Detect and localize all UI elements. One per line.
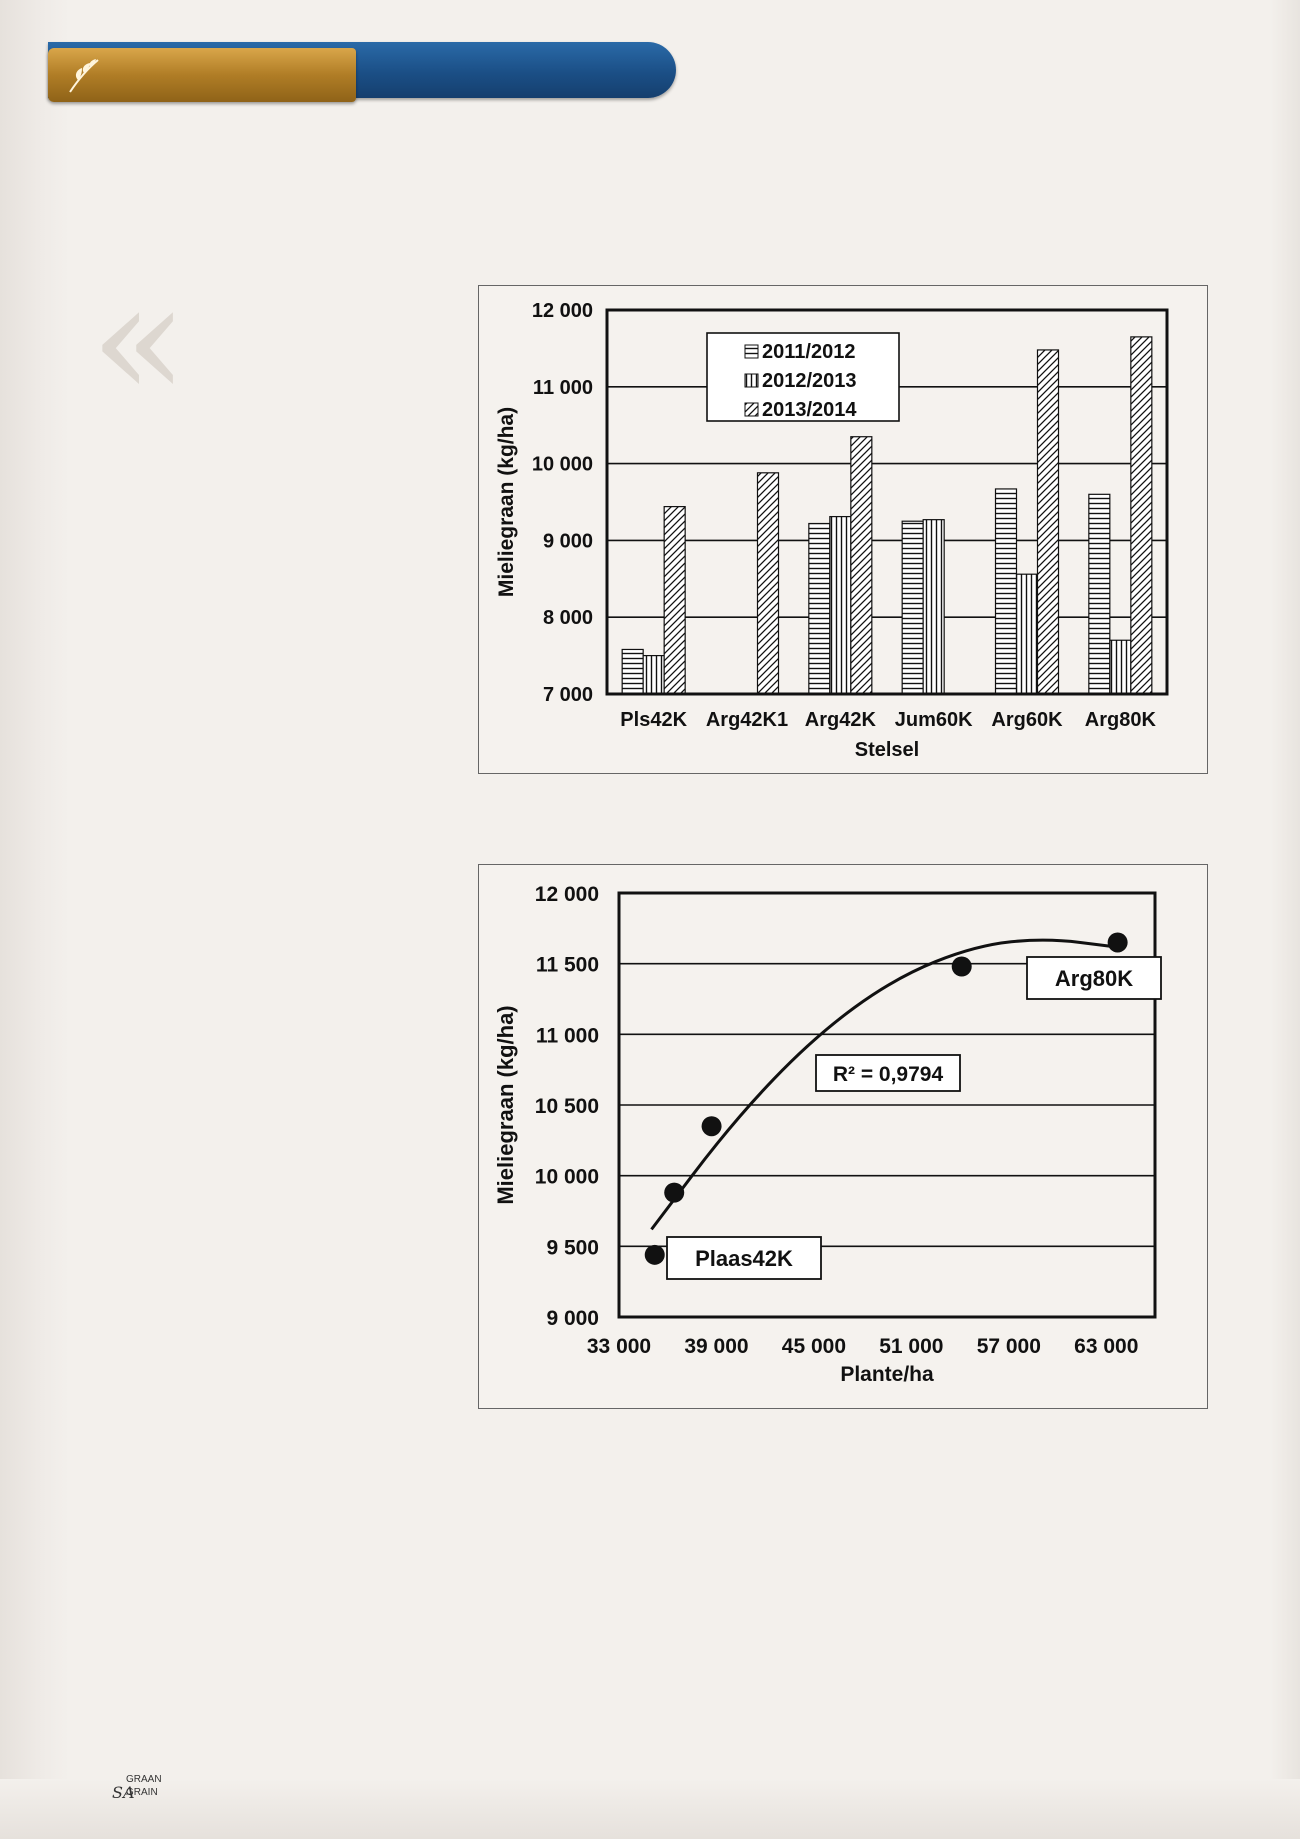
y-tick-label: 10 000 bbox=[532, 454, 593, 476]
legend-label: 2012/2013 bbox=[762, 370, 857, 392]
legend-box bbox=[706, 332, 900, 422]
bar bbox=[663, 506, 686, 695]
legend-swatch bbox=[744, 344, 759, 359]
annotation-label: R² = 0,9794 bbox=[833, 1063, 944, 1086]
legend-label: 2013/2014 bbox=[762, 399, 857, 421]
y-tick-label: 9 500 bbox=[546, 1236, 599, 1259]
bar bbox=[922, 519, 945, 695]
y-tick-label: 11 000 bbox=[533, 377, 593, 399]
annotation-box bbox=[666, 1236, 822, 1280]
bar bbox=[850, 436, 873, 695]
bar-chart-frame: 7 000 8 000 9 000 10 000 11 000 12 000 Pls42K… bbox=[478, 285, 1208, 774]
plot-area-border bbox=[617, 891, 1157, 1319]
wheat-logo-icon bbox=[69, 59, 99, 93]
y-tick-label: 10 500 bbox=[535, 1095, 599, 1118]
x-tick-label: 45 000 bbox=[782, 1335, 846, 1358]
data-point bbox=[644, 1244, 665, 1265]
data-point bbox=[951, 956, 972, 977]
x-tick-label: 57 000 bbox=[977, 1335, 1041, 1358]
footer-grain: GRAIN bbox=[126, 1787, 158, 1798]
x-tick-label: 51 000 bbox=[879, 1335, 943, 1358]
annotation-label: Arg80K bbox=[1055, 966, 1133, 991]
plot-area-border bbox=[605, 308, 1169, 696]
annotation-box bbox=[815, 1054, 961, 1092]
legend-label: 2011/2012 bbox=[762, 341, 855, 363]
x-axis-label: Plante/ha bbox=[840, 1363, 934, 1386]
y-tick-label: 8 000 bbox=[543, 607, 593, 629]
x-tick-label: Jum60K bbox=[895, 709, 973, 731]
legend: 2011/2012 2012/2013 2013/2014 bbox=[706, 332, 900, 422]
x-tick-label: Pls42K bbox=[620, 709, 687, 731]
x-axis-label: Stelsel bbox=[855, 739, 919, 761]
page-edge-bottom bbox=[0, 1779, 1300, 1839]
legend-swatch bbox=[744, 373, 759, 388]
bar bbox=[1036, 349, 1060, 695]
bar bbox=[901, 520, 924, 695]
x-tick-label: 33 000 bbox=[587, 1335, 651, 1358]
x-tick-label: Arg80K bbox=[1085, 709, 1157, 731]
y-tick-label: 12 000 bbox=[532, 300, 593, 322]
x-tick-label: Arg42K1 bbox=[706, 709, 788, 731]
annotation-label: Plaas42K bbox=[695, 1246, 793, 1271]
x-tick-label: Arg42K bbox=[805, 709, 877, 731]
bar bbox=[829, 515, 852, 695]
scatter-chart-frame: 9 000 9 500 10 000 10 500 11 000 11 500 12 000… bbox=[478, 864, 1208, 1409]
annotation-box bbox=[1026, 956, 1162, 1000]
bar bbox=[642, 655, 665, 695]
data-point bbox=[701, 1116, 722, 1137]
sa-graan-logo: SA GRAAN GRAIN bbox=[112, 1774, 182, 1804]
y-tick-label: 9 000 bbox=[543, 530, 593, 552]
y-tick-label: 7 000 bbox=[543, 684, 593, 706]
footer-graan: GRAAN bbox=[126, 1774, 162, 1785]
bar-chart: 7 000 8 000 9 000 10 000 11 000 12 000 Pls42K… bbox=[495, 300, 1169, 761]
trendline bbox=[650, 938, 1115, 1231]
bar bbox=[994, 488, 1018, 695]
scatter-chart: 9 000 9 500 10 000 10 500 11 000 11 500 12 000… bbox=[493, 883, 1162, 1386]
y-axis-label: Mieliegraan (kg/ha) bbox=[493, 1005, 518, 1204]
legend-swatch bbox=[744, 402, 759, 417]
page-edge-left bbox=[0, 0, 70, 1839]
x-tick-label: 63 000 bbox=[1074, 1335, 1138, 1358]
bar bbox=[1015, 573, 1039, 695]
footer-sa: SA bbox=[112, 1783, 135, 1802]
y-axis-label: Mieliegraan (kg/ha) bbox=[495, 407, 518, 597]
bar bbox=[756, 472, 780, 695]
data-point bbox=[664, 1182, 685, 1203]
y-tick-label: 11 000 bbox=[536, 1024, 599, 1047]
data-point bbox=[1107, 932, 1128, 953]
bar bbox=[1130, 336, 1153, 695]
bar bbox=[808, 522, 831, 695]
x-tick-label: Arg60K bbox=[991, 709, 1063, 731]
y-tick-label: 10 000 bbox=[535, 1166, 599, 1189]
page-edge-right bbox=[1270, 0, 1300, 1839]
bar bbox=[621, 648, 644, 695]
bar bbox=[1109, 639, 1132, 695]
header-gold-tab bbox=[48, 48, 356, 102]
y-tick-label: 11 500 bbox=[536, 954, 599, 977]
x-tick-label: 39 000 bbox=[684, 1335, 748, 1358]
y-tick-label: 9 000 bbox=[546, 1307, 599, 1330]
y-tick-label: 12 000 bbox=[535, 883, 599, 906]
quote-chevron-icon: « bbox=[90, 246, 188, 433]
bar bbox=[1088, 493, 1111, 695]
